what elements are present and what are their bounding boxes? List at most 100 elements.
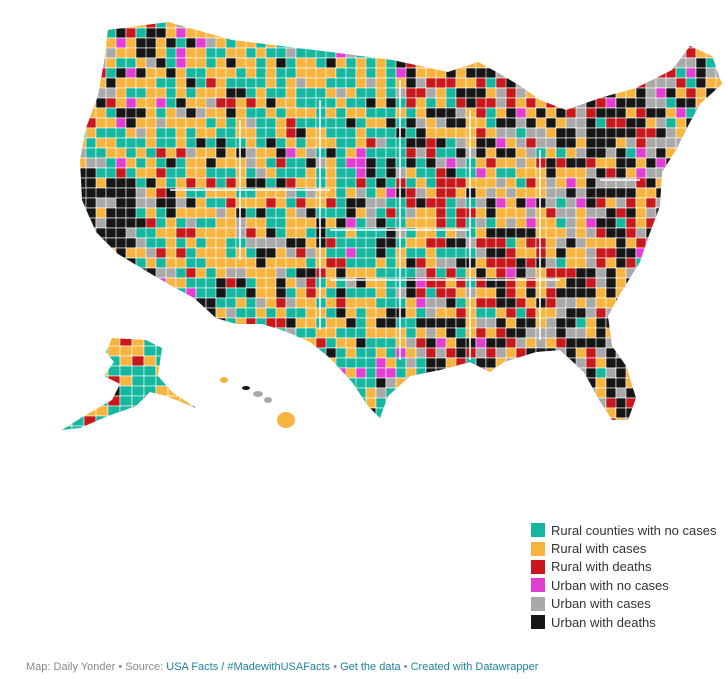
county-urban-deaths <box>655 367 667 379</box>
county-urban-deaths <box>715 337 722 349</box>
county-urban-deaths <box>195 137 207 149</box>
county-rural-cases <box>445 307 457 319</box>
county-rural-no-cases <box>195 67 207 79</box>
county-urban-deaths <box>125 307 137 319</box>
county-rural-cases <box>205 347 227 359</box>
county-urban-deaths <box>505 27 527 39</box>
county-rural-no-cases <box>245 397 257 409</box>
county-rural-cases <box>245 217 257 229</box>
county-urban-cases <box>575 187 587 199</box>
county-rural-no-cases <box>695 37 707 49</box>
county-rural-cases <box>305 217 317 229</box>
county-rural-no-cases <box>215 177 227 189</box>
county-urban-deaths <box>95 317 107 329</box>
county-rural-no-cases <box>295 167 307 179</box>
county-rural-no-cases <box>175 297 187 309</box>
county-rural-cases <box>131 345 145 357</box>
county-rural-deaths <box>675 237 697 249</box>
county-rural-no-cases <box>555 147 567 159</box>
county-rural-deaths <box>515 347 527 359</box>
source-link[interactable]: USA Facts / #MadewithUSAFacts <box>166 661 331 673</box>
county-rural-cases <box>265 417 277 420</box>
county-rural-cases <box>265 22 287 29</box>
county-urban-deaths <box>205 297 217 309</box>
county-rural-cases <box>425 207 437 219</box>
county-urban-deaths <box>115 27 127 39</box>
county-rural-cases <box>355 207 367 219</box>
county-rural-cases <box>83 355 97 367</box>
county-rural-cases <box>615 287 627 299</box>
county-rural-cases <box>445 22 467 29</box>
legend-label: Rural counties with no cases <box>551 522 717 538</box>
county-urban-cases <box>125 317 147 329</box>
county-urban-deaths <box>585 27 607 39</box>
county-urban-no-cases <box>505 37 517 49</box>
county-rural-deaths <box>645 197 657 209</box>
county-urban-cases <box>625 417 637 420</box>
county-rural-no-cases <box>345 177 357 189</box>
county-urban-cases <box>555 57 567 69</box>
county-urban-deaths <box>535 57 547 69</box>
county-urban-deaths <box>85 217 97 229</box>
county-rural-cases <box>425 47 447 59</box>
county-rural-no-cases <box>395 417 407 420</box>
county-rural-cases <box>545 87 557 99</box>
county-rural-no-cases <box>125 167 137 179</box>
county-rural-no-cases <box>215 297 227 309</box>
county-rural-no-cases <box>215 47 227 59</box>
county-urban-cases <box>635 277 657 289</box>
county-urban-no-cases <box>675 327 687 339</box>
county-rural-cases <box>515 187 527 199</box>
county-rural-cases <box>205 22 227 29</box>
county-rural-deaths <box>515 417 537 420</box>
county-rural-no-cases <box>305 347 317 359</box>
county-rural-no-cases <box>62 405 73 417</box>
county-rural-no-cases <box>119 395 133 407</box>
county-rural-no-cases <box>385 107 397 119</box>
county-urban-no-cases <box>395 347 407 359</box>
county-rural-no-cases <box>365 187 377 199</box>
county-rural-no-cases <box>345 257 357 269</box>
county-rural-deaths <box>645 377 667 389</box>
county-rural-cases <box>455 22 477 29</box>
county-rural-deaths <box>675 307 697 319</box>
county-urban-deaths <box>105 297 127 309</box>
county-rural-cases <box>85 57 97 69</box>
get-the-data-link[interactable]: Get the data <box>340 661 401 673</box>
county-rural-deaths <box>275 22 297 29</box>
datawrapper-link[interactable]: Created with Datawrapper <box>410 661 539 673</box>
county-rural-cases <box>165 227 177 239</box>
county-rural-no-cases <box>135 277 157 289</box>
county-rural-no-cases <box>285 37 307 49</box>
county-rural-cases <box>167 385 181 397</box>
county-urban-no-cases <box>155 97 167 109</box>
county-urban-deaths <box>605 317 617 329</box>
county-urban-deaths <box>455 347 467 359</box>
legend-label: Urban with cases <box>551 596 651 612</box>
county-urban-deaths <box>185 37 197 49</box>
county-rural-cases <box>95 365 109 377</box>
county-rural-no-cases <box>195 407 217 419</box>
county-rural-cases <box>485 57 497 69</box>
county-urban-deaths <box>675 22 697 29</box>
county-rural-no-cases <box>355 47 377 59</box>
county-urban-deaths <box>435 367 457 379</box>
county-rural-cases <box>355 137 367 149</box>
county-urban-deaths <box>525 287 537 299</box>
county-urban-deaths <box>285 237 297 249</box>
county-rural-deaths <box>475 97 487 109</box>
county-rural-no-cases <box>415 247 427 259</box>
county-rural-cases <box>131 338 145 347</box>
county-rural-deaths <box>95 338 109 347</box>
county-rural-no-cases <box>155 297 177 309</box>
county-urban-deaths <box>95 187 107 199</box>
county-urban-deaths <box>245 287 257 299</box>
county-rural-cases <box>515 367 537 379</box>
county-rural-no-cases <box>95 375 109 387</box>
county-urban-no-cases <box>205 417 217 420</box>
county-urban-no-cases <box>675 107 687 119</box>
county-urban-deaths <box>695 187 717 199</box>
county-rural-deaths <box>715 147 722 159</box>
county-urban-cases <box>515 77 537 89</box>
county-urban-cases <box>545 57 567 69</box>
